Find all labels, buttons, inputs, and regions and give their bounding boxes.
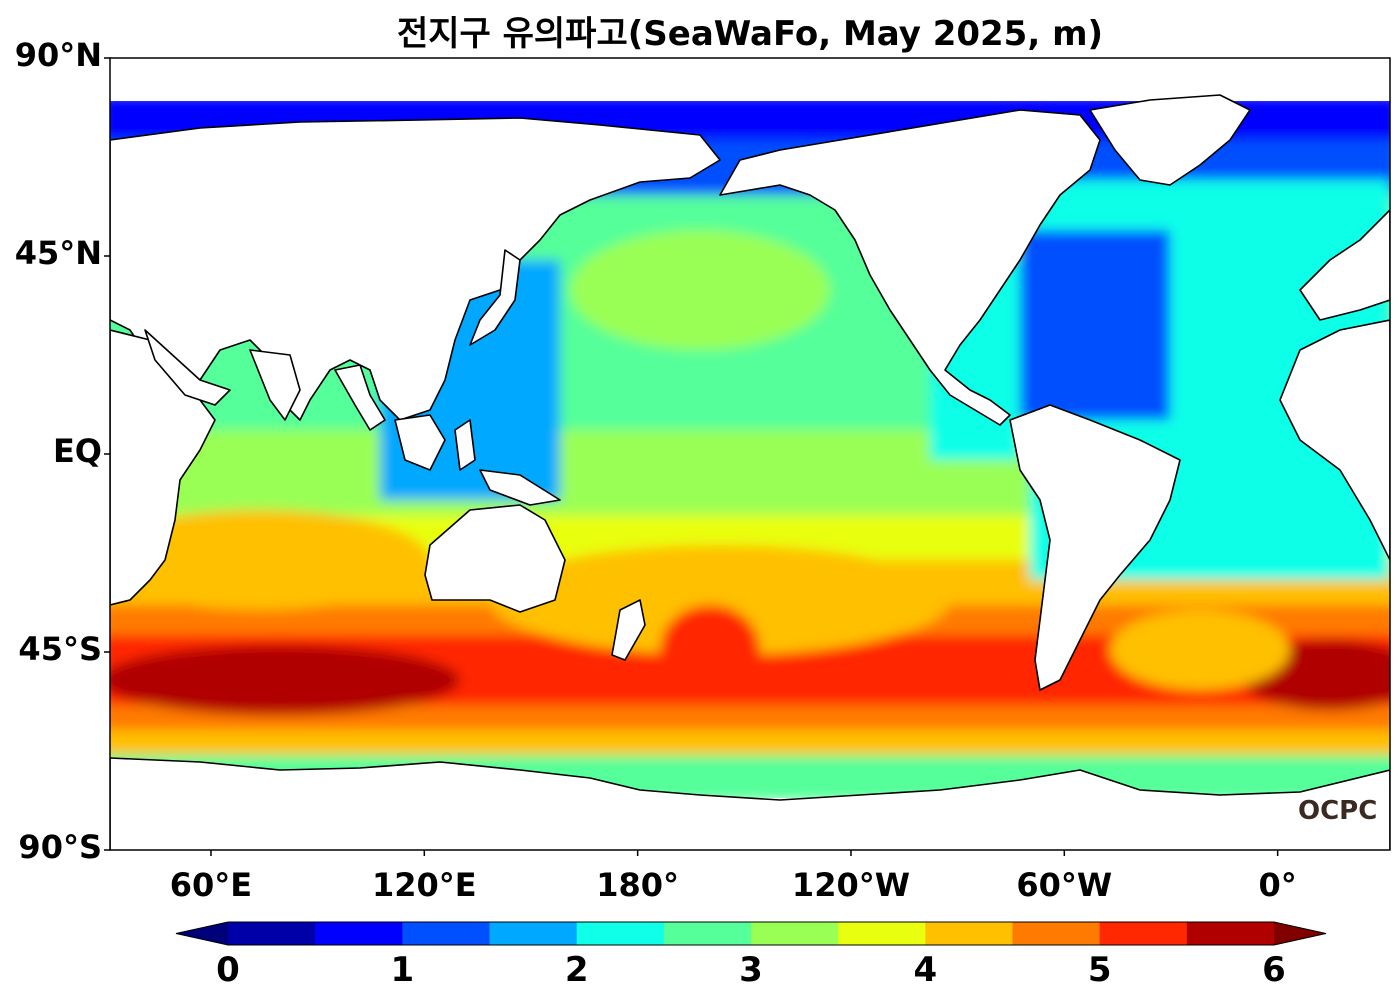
colorbar-tick-label: 0: [216, 950, 240, 990]
colorbar-segment-5: [663, 922, 752, 945]
land-masses: [110, 94, 1390, 850]
ocean-field: [110, 58, 1390, 850]
x-tick-label: 180°: [596, 866, 680, 904]
colorbar-segment-0: [228, 922, 316, 945]
colorbar-segment-7: [838, 922, 926, 945]
map-title: 전지구 유의파고(SeaWaFo, May 2025, m): [396, 14, 1104, 54]
x-tick-label: 60°E: [169, 866, 253, 904]
ocpc-logo: OCPC: [1298, 796, 1378, 826]
colorbar-tick-label: 2: [564, 950, 589, 990]
colorbar-outline: [175, 921, 1327, 946]
colorbar-segment-8: [925, 922, 1013, 945]
colorbar-under-arrow: [176, 922, 228, 945]
x-tick-label: 120°E: [371, 866, 477, 904]
colorbar-segment-10: [1099, 922, 1188, 945]
colorbar: [175, 921, 1327, 946]
x-tick-label: 0°: [1258, 866, 1297, 904]
y-tick-marks: [104, 57, 110, 851]
colorbar-segment-4: [576, 922, 665, 945]
colorbar-segment-11: [1186, 922, 1275, 945]
colorbar-segment-3: [489, 922, 578, 945]
y-tick-label: EQ: [52, 432, 102, 470]
colorbar-segment-6: [751, 922, 839, 945]
colorbar-tick-label: 5: [1087, 950, 1112, 990]
colorbar-tick-label: 3: [739, 950, 763, 990]
y-tick-label: 90°N: [14, 36, 102, 74]
colorbar-tick-label: 1: [390, 950, 415, 990]
y-tick-label: 45°S: [18, 630, 102, 668]
colorbar-segment-9: [1012, 922, 1101, 945]
x-tick-marks: [210, 850, 1279, 856]
y-tick-label: 90°S: [18, 828, 102, 866]
colorbar-segment-2: [402, 922, 490, 945]
colorbar-segment-1: [315, 922, 403, 945]
y-tick-label: 45°N: [14, 234, 102, 272]
colorbar-over-arrow: [1274, 922, 1326, 945]
x-tick-label: 120°W: [791, 866, 911, 904]
x-tick-label: 60°W: [1016, 866, 1113, 904]
colorbar-tick-label: 4: [913, 950, 938, 990]
colorbar-tick-label: 6: [1262, 950, 1286, 990]
